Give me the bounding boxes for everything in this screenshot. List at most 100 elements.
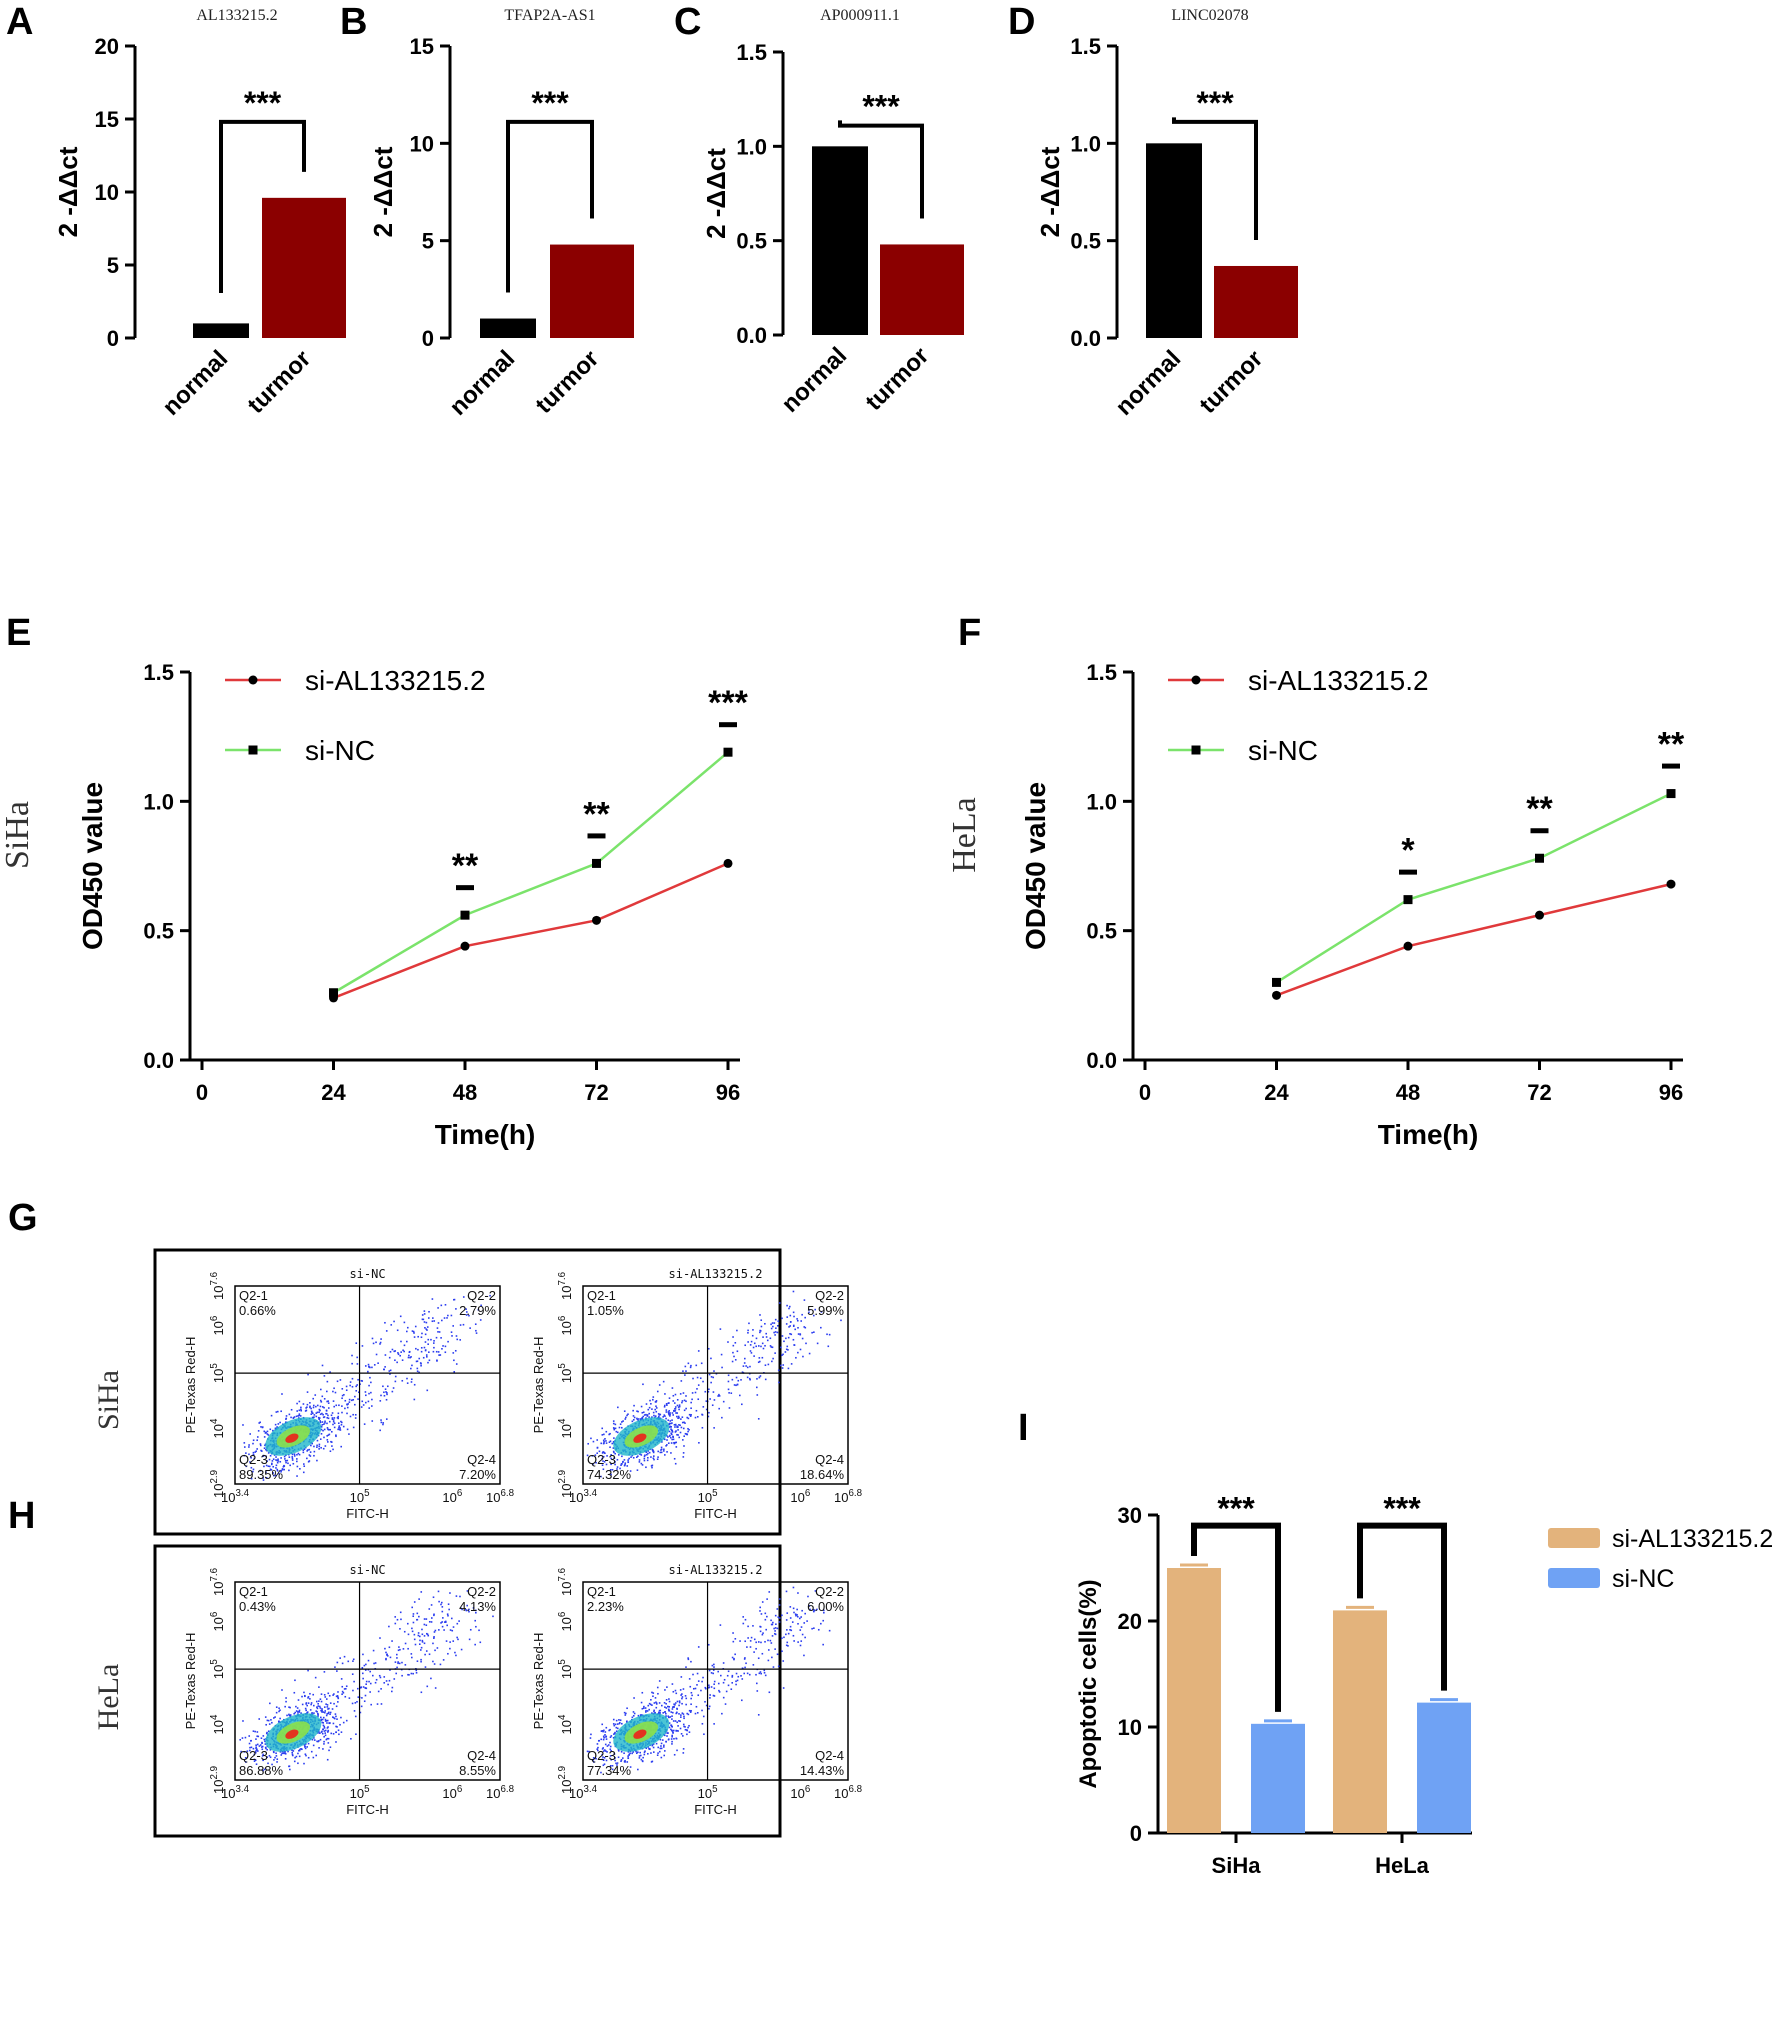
flow-event — [774, 1331, 777, 1333]
flow-event — [663, 1448, 665, 1451]
flow-event — [452, 1640, 455, 1642]
flow-event — [293, 1453, 296, 1456]
flow-event — [306, 1391, 309, 1393]
flow-plot-title: si-AL133215.2 — [669, 1267, 763, 1281]
y-tick-label: 104 — [557, 1418, 574, 1438]
flow-event — [808, 1352, 811, 1355]
bar-turmor — [550, 244, 634, 338]
flow-event — [294, 1711, 297, 1714]
flow-event — [759, 1360, 761, 1363]
flow-event — [663, 1438, 666, 1441]
flow-event — [296, 1465, 299, 1468]
flow-event — [352, 1660, 354, 1662]
flow-event — [648, 1416, 650, 1418]
flow-event — [444, 1345, 447, 1348]
flow-event — [703, 1733, 705, 1736]
flow-event — [684, 1726, 686, 1728]
flow-event — [674, 1702, 677, 1704]
flow-event — [260, 1737, 263, 1740]
flow-event — [310, 1702, 313, 1704]
flow-event — [609, 1432, 611, 1435]
flow-event — [332, 1423, 334, 1426]
flow-event — [348, 1433, 350, 1435]
flow-event — [340, 1678, 343, 1680]
flow-event — [766, 1598, 768, 1600]
flow-event — [259, 1744, 262, 1746]
flow-event — [616, 1431, 619, 1434]
quadrant-value: 5.99% — [807, 1303, 844, 1318]
flow-event — [782, 1660, 785, 1662]
flow-event — [316, 1710, 318, 1713]
flow-event — [400, 1340, 402, 1343]
flow-event — [668, 1397, 671, 1399]
flow-event — [259, 1421, 261, 1424]
flow-event — [309, 1692, 311, 1695]
flow-event — [364, 1669, 367, 1671]
flow-event — [755, 1337, 758, 1340]
flow-event — [752, 1329, 754, 1331]
flow-event — [409, 1356, 411, 1359]
flow-event — [298, 1749, 300, 1752]
flow-event — [418, 1643, 421, 1646]
x-tick-label: 105 — [350, 1784, 370, 1801]
legend-label: si-AL133215.2 — [305, 665, 486, 696]
flow-event — [308, 1448, 311, 1451]
flow-event — [415, 1347, 417, 1350]
flow-event — [590, 1437, 592, 1440]
flow-event — [789, 1325, 791, 1327]
flow-event — [674, 1406, 677, 1408]
flow-event — [372, 1674, 374, 1677]
flow-event — [804, 1612, 806, 1615]
flow-event — [623, 1459, 626, 1461]
flow-event — [407, 1633, 410, 1636]
flow-event — [383, 1394, 386, 1397]
flow-event — [432, 1342, 435, 1344]
flow-event — [783, 1636, 785, 1639]
flow-event — [762, 1632, 764, 1634]
flow-event — [460, 1648, 463, 1651]
chart-title: AL133215.2 — [196, 7, 277, 24]
flow-event — [671, 1743, 673, 1745]
flow-event — [337, 1691, 339, 1693]
flow-event — [265, 1448, 267, 1451]
flow-event — [740, 1379, 742, 1381]
significance-dash — [587, 833, 606, 839]
flow-event — [433, 1637, 435, 1640]
flow-event — [311, 1442, 314, 1445]
flow-event — [653, 1414, 655, 1417]
flow-event — [681, 1693, 683, 1695]
flow-event — [659, 1747, 662, 1750]
flow-event — [662, 1416, 664, 1418]
flow-event — [624, 1418, 627, 1420]
flow-event — [299, 1415, 302, 1417]
flow-event — [321, 1406, 324, 1408]
flow-event — [742, 1622, 745, 1625]
flow-event — [776, 1608, 779, 1610]
flow-event — [757, 1714, 760, 1716]
flow-event — [425, 1321, 428, 1324]
flow-event — [602, 1442, 605, 1445]
flow-event — [755, 1647, 757, 1650]
flow-event — [781, 1650, 783, 1653]
y-tick-label: 105 — [557, 1363, 574, 1383]
x-axis-title: FITC-H — [346, 1506, 389, 1521]
flow-event — [389, 1351, 392, 1353]
flow-event — [789, 1606, 792, 1608]
flow-event — [365, 1663, 367, 1666]
flow-event — [782, 1687, 785, 1689]
flow-event — [423, 1346, 426, 1349]
flow-event — [650, 1402, 652, 1405]
flow-event — [269, 1749, 272, 1751]
significance-bracket — [506, 119, 594, 293]
flow-event — [317, 1705, 320, 1707]
flow-event — [674, 1462, 677, 1465]
flow-event — [276, 1761, 278, 1763]
flow-event — [692, 1687, 695, 1690]
flow-event — [691, 1392, 694, 1394]
flow-event — [319, 1716, 322, 1719]
flow-event — [768, 1591, 771, 1593]
flow-event — [667, 1442, 670, 1445]
flow-event — [289, 1464, 291, 1467]
flow-event — [265, 1455, 267, 1458]
flow-event — [291, 1457, 294, 1460]
